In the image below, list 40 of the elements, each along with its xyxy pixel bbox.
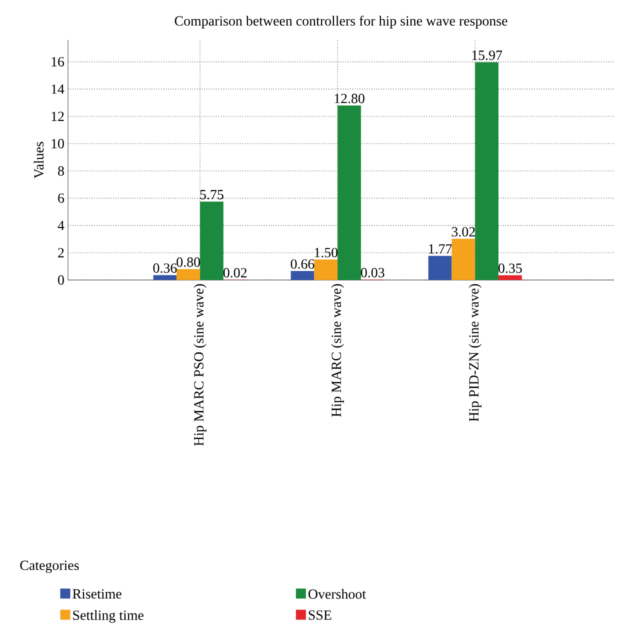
bar [498,275,522,280]
y-axis-title: Values [34,142,44,178]
data-label: 0.36 [153,263,177,273]
bar [338,105,361,280]
bar [290,270,314,280]
bar [314,260,338,280]
data-label: 3.02 [452,227,475,237]
bar [176,269,200,280]
legend-label: Settling time [73,610,144,623]
legend-label: Overshoot [308,588,366,599]
legend-label: Risetime [72,589,122,599]
data-label: 15.97 [472,50,502,60]
y-tick-label: 10 [52,138,64,148]
y-tick-label: 14 [52,84,64,94]
data-label: 5.75 [200,190,224,200]
y-tick-label: 0 [58,275,64,285]
legend-label: SSE [308,610,332,620]
data-label: 0.03 [360,268,384,278]
x-tick-label: Hip MARC (sine wave) [331,284,344,417]
legend-title: Categories [20,560,79,573]
y-tick-label: 8 [58,166,64,176]
y-tick-label: 2 [58,248,64,258]
data-label: 1.50 [314,248,338,258]
data-label: 0.80 [176,257,200,267]
bar [153,275,177,280]
y-tick-label: 12 [52,112,64,121]
data-label: 12.80 [334,94,364,104]
bar [200,202,224,280]
data-label: 0.35 [498,264,522,274]
data-label: 1.77 [429,244,452,254]
y-tick-label: 16 [52,57,64,66]
data-label: 0.02 [223,268,247,278]
bar [475,62,498,280]
bar [452,238,476,280]
x-tick-label: Hip MARC PSO (sine wave) [194,284,206,446]
chart-title: Comparison between controllers for hip sine wave response [174,16,508,28]
x-tick-label: Hip PID-ZN (sine wave) [468,284,482,422]
bar [428,256,452,280]
y-tick-label: 6 [58,193,64,203]
y-tick-label: 4 [58,220,64,230]
